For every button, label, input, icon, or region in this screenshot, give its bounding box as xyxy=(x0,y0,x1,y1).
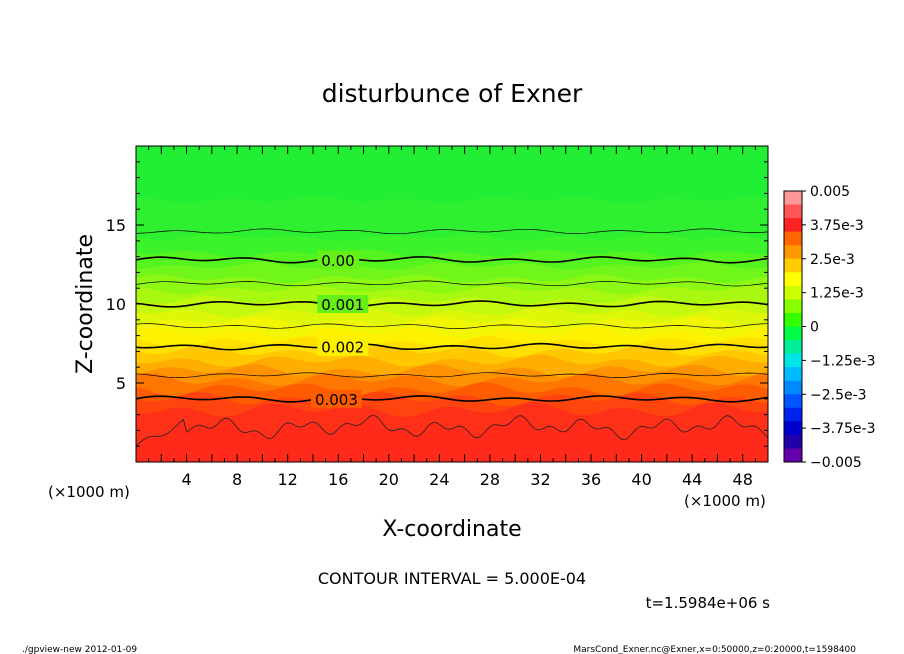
x-tick-label: 36 xyxy=(581,470,601,489)
contour-label-bg xyxy=(317,337,369,356)
contour-label: 0.002 xyxy=(321,339,364,357)
colorbar-segment xyxy=(784,340,802,355)
x-tick-label: 8 xyxy=(232,470,242,489)
minor-contour xyxy=(136,372,768,378)
x-axis-label: X-coordinate xyxy=(382,517,521,542)
colorbar-tick-label: 0.005 xyxy=(810,184,850,200)
colorbar-tick-label: 0 xyxy=(810,320,819,336)
y-tick-label: 10 xyxy=(106,295,126,314)
colorbar-tick-label: −2.5e-3 xyxy=(810,387,867,403)
y-unit-label: (×1000 m) xyxy=(48,483,130,501)
x-tick-label: 48 xyxy=(733,470,753,489)
colorbar-segment xyxy=(784,245,802,260)
colorbar-segment xyxy=(784,448,802,463)
minor-contour xyxy=(136,228,768,235)
contour-label: 0.003 xyxy=(315,391,358,409)
colorbar-segment xyxy=(784,218,802,233)
x-tick-label: 32 xyxy=(530,470,550,489)
contour-line xyxy=(136,342,768,351)
colorbar-labels: 0.005 3.75e-3 2.5e-3 1.25e-3 0 −1.25e-3 −2.5e-… xyxy=(802,184,875,471)
colorbar-segment xyxy=(784,204,802,219)
major-contours xyxy=(136,256,768,403)
colorbar-segment xyxy=(784,380,802,395)
colorbar-tick-label: 3.75e-3 xyxy=(810,218,864,234)
colorbar-segment xyxy=(784,272,802,287)
colorbar-segment xyxy=(784,434,802,449)
colorbar-segment xyxy=(784,258,802,273)
contour-label-bg xyxy=(317,250,360,269)
minor-contours xyxy=(136,228,768,378)
time-label: t=1.5984e+06 s xyxy=(646,594,771,612)
colorbar-segment xyxy=(784,421,802,436)
colorbar-segment xyxy=(784,285,802,300)
x-tick-label: 16 xyxy=(328,470,348,489)
colorbar-tick-label: 2.5e-3 xyxy=(810,252,855,268)
colorbar-segment xyxy=(784,367,802,382)
colorbar-segment xyxy=(784,326,802,341)
footer-left: ./gpview-new 2012-01-09 xyxy=(22,645,137,654)
colorbar-tick-label: −0.005 xyxy=(810,455,862,471)
footer-right: MarsCond_Exner.nc@Exner,x=0:50000,z=0:20… xyxy=(573,645,856,654)
colorbar-segment xyxy=(784,394,802,409)
minor-contour xyxy=(136,280,768,287)
contour-label: 0.00 xyxy=(321,252,354,270)
contour-label: 0.001 xyxy=(321,296,364,314)
colorbar-segment xyxy=(784,353,802,368)
contour-labels: 0.00 0.001 0.002 0.003 xyxy=(310,250,369,409)
x-tick-label: 20 xyxy=(379,470,399,489)
x-tick-label: 40 xyxy=(631,470,651,489)
x-unit-label: (×1000 m) xyxy=(684,492,766,510)
contour-line xyxy=(136,256,768,264)
colorbar-segment xyxy=(784,407,802,422)
contour-label-bg xyxy=(310,389,362,408)
y-axis-label: Z-coordinate xyxy=(73,234,98,374)
chart-title: disturbunce of Exner xyxy=(322,79,583,108)
colorbar-segment xyxy=(784,312,802,327)
x-tick-label: 4 xyxy=(181,470,191,489)
contour-label-bg xyxy=(317,295,369,313)
colorbar-tick-label: −3.75e-3 xyxy=(810,421,875,437)
contour-line xyxy=(136,395,768,403)
plot-area xyxy=(136,146,768,462)
x-tick-label: 28 xyxy=(480,470,500,489)
minor-contour xyxy=(136,323,768,329)
colorbar-tick-label: −1.25e-3 xyxy=(810,353,875,369)
x-tick-label: 24 xyxy=(429,470,449,489)
x-tick-label: 12 xyxy=(278,470,298,489)
contour-line xyxy=(136,300,768,308)
contour-interval: CONTOUR INTERVAL = 5.000E-04 xyxy=(318,569,586,588)
y-tick-label: 5 xyxy=(116,374,126,393)
near-surface-region xyxy=(136,414,768,462)
colorbar xyxy=(784,191,802,463)
colorbar-segment xyxy=(784,191,802,206)
y-axis-ticks: 5 10 15 xyxy=(106,161,768,447)
x-axis-ticks: 4 8 12 16 20 24 28 32 36 40 44 48 xyxy=(148,146,756,489)
colorbar-segment xyxy=(784,231,802,246)
y-tick-label: 15 xyxy=(106,216,126,235)
colorbar-tick-label: 1.25e-3 xyxy=(810,286,864,302)
x-tick-label: 44 xyxy=(682,470,702,489)
colorbar-segment xyxy=(784,299,802,314)
